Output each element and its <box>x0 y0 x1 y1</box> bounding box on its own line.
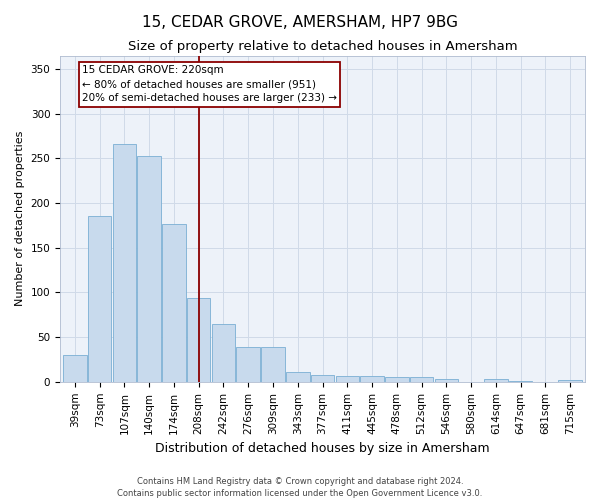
Bar <box>286 372 310 382</box>
Bar <box>559 380 582 382</box>
Bar <box>335 376 359 382</box>
Bar <box>434 379 458 382</box>
Bar <box>63 355 86 382</box>
Y-axis label: Number of detached properties: Number of detached properties <box>15 131 25 306</box>
Bar <box>261 347 285 382</box>
Bar <box>311 374 334 382</box>
Text: Contains HM Land Registry data © Crown copyright and database right 2024.
Contai: Contains HM Land Registry data © Crown c… <box>118 476 482 498</box>
X-axis label: Distribution of detached houses by size in Amersham: Distribution of detached houses by size … <box>155 442 490 455</box>
Bar <box>385 378 409 382</box>
Bar <box>113 144 136 382</box>
Text: 15, CEDAR GROVE, AMERSHAM, HP7 9BG: 15, CEDAR GROVE, AMERSHAM, HP7 9BG <box>142 15 458 30</box>
Text: 15 CEDAR GROVE: 220sqm
← 80% of detached houses are smaller (951)
20% of semi-de: 15 CEDAR GROVE: 220sqm ← 80% of detached… <box>82 66 337 104</box>
Bar <box>236 347 260 382</box>
Bar <box>360 376 384 382</box>
Bar <box>137 156 161 382</box>
Bar <box>88 216 112 382</box>
Bar <box>187 298 211 382</box>
Bar <box>484 379 508 382</box>
Bar <box>509 381 532 382</box>
Bar <box>410 378 433 382</box>
Bar <box>212 324 235 382</box>
Title: Size of property relative to detached houses in Amersham: Size of property relative to detached ho… <box>128 40 517 53</box>
Bar <box>162 224 185 382</box>
